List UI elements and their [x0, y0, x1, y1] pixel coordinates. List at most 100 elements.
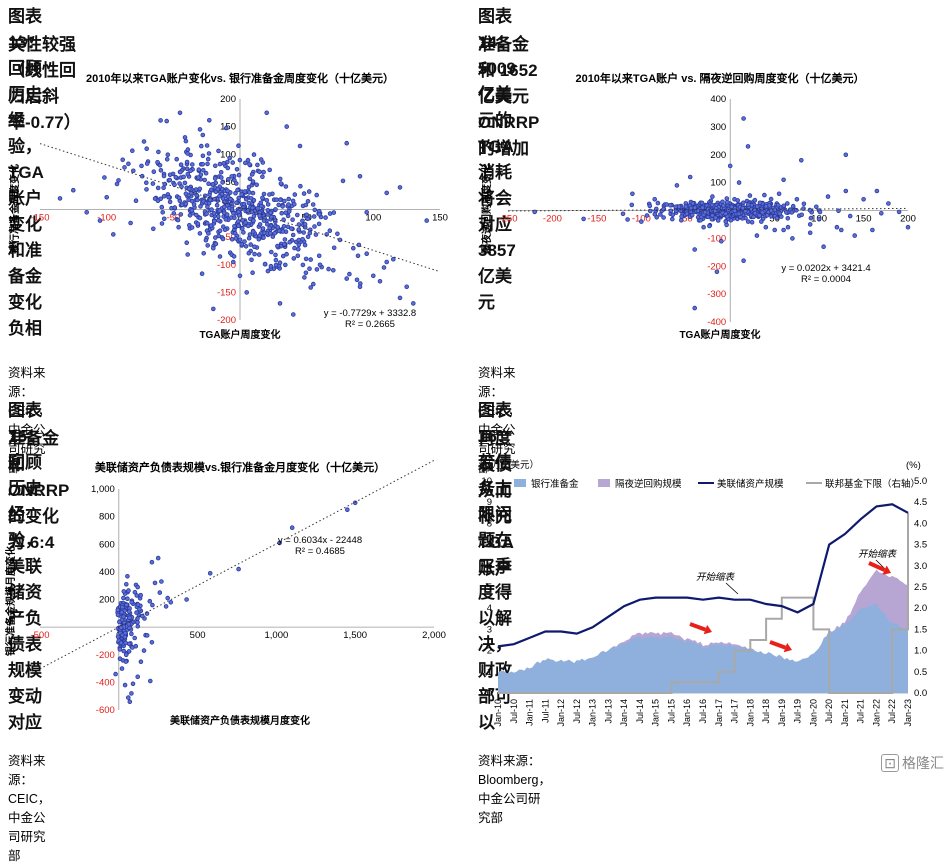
- reserves-area: [498, 603, 908, 693]
- y-tick-label: -100: [217, 260, 236, 271]
- data-point: [231, 259, 236, 265]
- data-point: [260, 195, 265, 201]
- data-point: [265, 268, 271, 274]
- data-point: [236, 143, 241, 148]
- trend-equation: y = 0.0202x + 3421.4: [781, 263, 870, 274]
- data-point: [302, 222, 308, 227]
- data-point: [719, 238, 724, 244]
- y-axis-label: 银行准备金规模月度变化: [4, 546, 17, 656]
- data-point: [270, 234, 276, 239]
- data-point: [237, 157, 243, 163]
- data-point: [364, 251, 370, 257]
- right-axis-unit: (%): [906, 460, 921, 471]
- y-tick-label: 200: [710, 150, 726, 161]
- data-point: [244, 290, 250, 295]
- data-point: [284, 251, 289, 257]
- data-point: [198, 172, 204, 177]
- data-point: [200, 162, 206, 167]
- y-tick-label: 1: [487, 667, 492, 678]
- x-tick-label: 1,500: [343, 630, 367, 641]
- x-tick-label: Jul-11: [540, 699, 550, 723]
- data-point: [352, 500, 358, 506]
- data-point: [300, 262, 306, 268]
- data-point: [205, 243, 211, 248]
- data-point: [224, 212, 230, 217]
- data-point: [397, 185, 403, 190]
- data-point: [208, 223, 214, 228]
- data-point: [144, 146, 150, 151]
- data-point: [300, 237, 305, 242]
- data-point: [764, 212, 770, 218]
- data-point: [225, 188, 230, 193]
- data-point: [774, 215, 780, 221]
- data-point: [155, 555, 161, 561]
- data-point: [249, 257, 254, 263]
- data-point: [119, 666, 125, 671]
- data-point: [721, 203, 726, 208]
- data-point: [123, 640, 128, 646]
- data-point: [281, 224, 287, 229]
- data-point: [173, 175, 179, 180]
- data-point: [350, 245, 356, 251]
- data-point: [370, 273, 376, 279]
- data-point: [250, 172, 255, 177]
- data-point: [727, 163, 733, 169]
- data-point: [757, 213, 762, 218]
- y-tick-label: -200: [217, 315, 236, 326]
- data-point: [684, 211, 690, 217]
- data-point: [629, 202, 635, 208]
- data-point: [280, 253, 286, 259]
- data-point: [260, 226, 266, 231]
- data-point: [120, 604, 125, 610]
- trend-r-squared: R² = 0.4685: [295, 546, 345, 557]
- data-point: [357, 284, 363, 290]
- y-right-tick-label: 3.0: [914, 561, 927, 572]
- data-point: [178, 212, 184, 217]
- data-point: [644, 213, 650, 218]
- data-point: [720, 199, 725, 205]
- data-point: [223, 217, 229, 222]
- data-point: [236, 566, 241, 572]
- data-point: [178, 162, 184, 167]
- data-point: [205, 156, 211, 162]
- y-tick-label: 200: [99, 595, 115, 606]
- data-point: [138, 659, 144, 665]
- data-point: [754, 233, 760, 238]
- data-point: [166, 195, 171, 200]
- data-point: [182, 180, 188, 186]
- data-point: [199, 271, 205, 277]
- data-point: [250, 179, 256, 184]
- data-point: [308, 257, 314, 262]
- data-point: [781, 227, 786, 233]
- data-point: [655, 200, 661, 206]
- data-point: [183, 201, 189, 207]
- data-point: [847, 213, 853, 219]
- data-point: [220, 236, 226, 242]
- x-tick-label: -50: [679, 214, 693, 225]
- data-point: [128, 220, 133, 226]
- y-right-tick-label: 1.5: [914, 624, 927, 635]
- data-point: [123, 659, 129, 664]
- data-point: [195, 221, 201, 227]
- data-point: [152, 580, 158, 586]
- data-point: [861, 197, 866, 202]
- data-point: [126, 621, 132, 627]
- data-point: [220, 196, 226, 201]
- data-point: [344, 140, 350, 146]
- data-point: [207, 117, 212, 123]
- data-point: [267, 167, 273, 173]
- data-point: [135, 624, 141, 629]
- data-point: [274, 197, 279, 203]
- data-point: [870, 227, 875, 233]
- data-point: [273, 252, 278, 258]
- y-tick-label: 100: [710, 178, 726, 189]
- data-point: [125, 596, 130, 602]
- data-point: [119, 610, 124, 615]
- data-point: [290, 232, 296, 238]
- data-point: [282, 198, 287, 204]
- data-point: [245, 157, 251, 163]
- data-point: [140, 613, 145, 619]
- data-point: [194, 212, 199, 218]
- data-point: [232, 224, 237, 229]
- x-tick-label: -250: [498, 214, 517, 225]
